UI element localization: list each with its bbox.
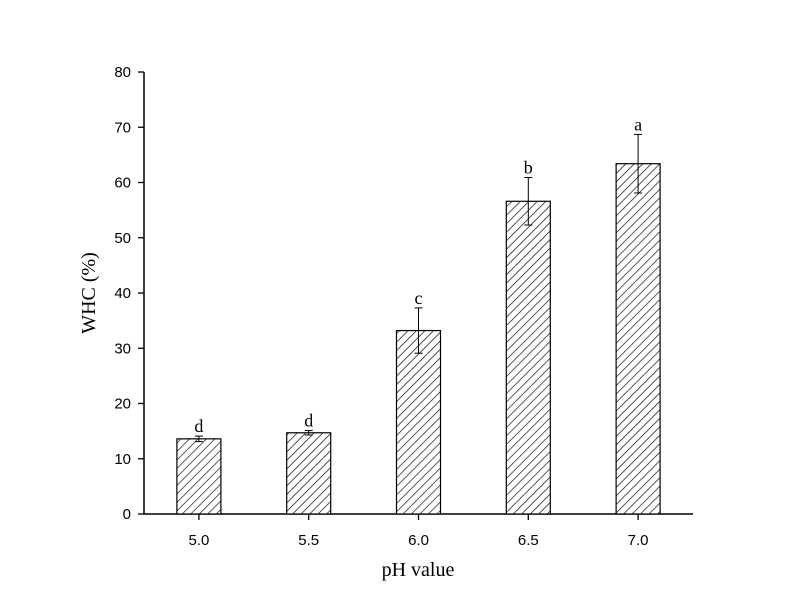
x-tick-label: 6.0 xyxy=(408,532,429,549)
bar xyxy=(176,438,222,515)
y-axis-title: WHC (%) xyxy=(78,252,100,334)
y-tick-label: 80 xyxy=(114,64,131,81)
x-tick-label: 5.0 xyxy=(188,532,209,549)
bar xyxy=(395,329,442,515)
bar xyxy=(615,163,661,515)
y-tick-label: 60 xyxy=(114,175,131,192)
plot-area: 0 10 20 30 40 50 60 70 80 d 5.0 d 5.5 c 6.0 b 6.5 a 7.0 xyxy=(114,64,693,549)
y-tick-label: 10 xyxy=(114,451,131,468)
y-tick-label: 70 xyxy=(114,119,131,136)
significance-label: d xyxy=(304,411,313,431)
y-tick-label: 20 xyxy=(114,396,131,413)
x-tick-label: 5.5 xyxy=(298,532,319,549)
significance-label: c xyxy=(415,288,423,308)
y-tick-label: 30 xyxy=(114,340,131,357)
x-axis-title: pH value xyxy=(382,559,455,581)
significance-label: d xyxy=(194,416,203,436)
y-tick-label: 0 xyxy=(123,506,131,523)
bar xyxy=(286,432,332,515)
significance-label: a xyxy=(634,114,642,134)
significance-label: b xyxy=(524,158,533,178)
y-tick-label: 50 xyxy=(114,230,131,247)
y-tick-label: 40 xyxy=(114,285,131,302)
x-tick-label: 7.0 xyxy=(628,532,649,549)
x-tick-label: 6.5 xyxy=(518,532,539,549)
bar xyxy=(505,200,551,515)
